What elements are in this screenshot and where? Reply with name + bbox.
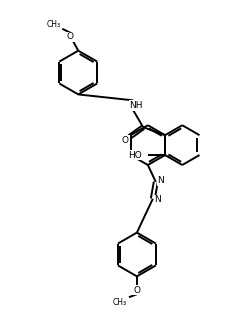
Text: NH: NH	[129, 101, 143, 110]
Text: O: O	[67, 32, 74, 41]
Text: O: O	[133, 286, 140, 295]
Text: CH₃: CH₃	[46, 20, 60, 29]
Text: N: N	[154, 195, 161, 204]
Text: N: N	[157, 177, 164, 185]
Text: CH₃: CH₃	[113, 298, 127, 307]
Text: O: O	[122, 136, 129, 145]
Text: HO: HO	[128, 150, 142, 160]
